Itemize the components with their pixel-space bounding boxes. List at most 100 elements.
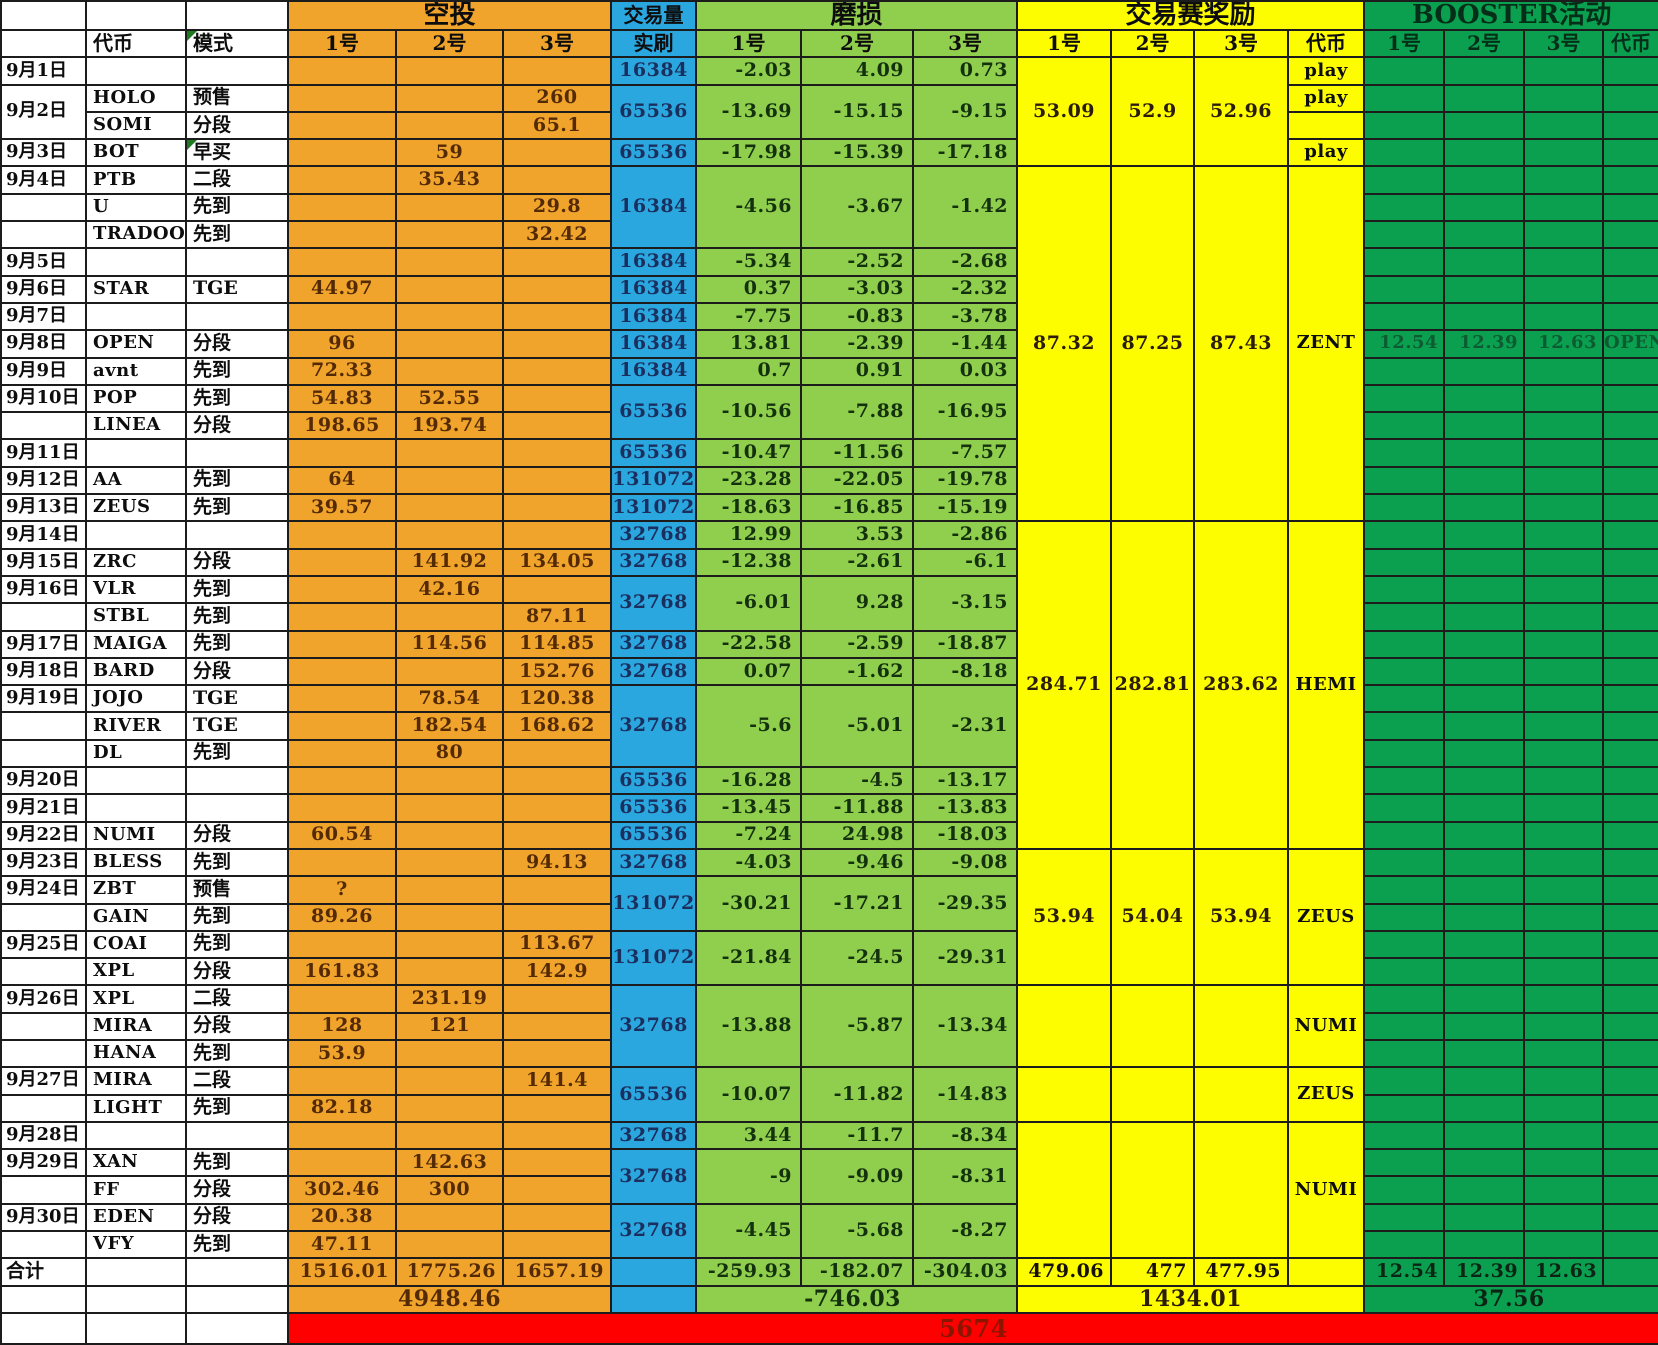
airdrop-acct1-cell[interactable] <box>287 1148 397 1178</box>
airdrop-acct1-cell[interactable] <box>287 110 397 141</box>
booster-acct3-cell[interactable] <box>1523 574 1605 605</box>
booster-token-cell[interactable] <box>1602 766 1658 796</box>
token-cell[interactable]: STBL <box>85 602 187 632</box>
token-cell[interactable]: HANA <box>85 1038 187 1069</box>
airdrop-acct3-cell[interactable]: 29.8 <box>501 192 613 223</box>
volume-cell[interactable]: 65536 <box>610 138 698 168</box>
airdrop-acct3-cell[interactable] <box>501 493 613 523</box>
airdrop-acct2-cell[interactable]: 141.92 <box>395 547 504 577</box>
booster-acct2-cell[interactable] <box>1443 110 1526 141</box>
mode-cell[interactable]: 先到 <box>185 1230 289 1260</box>
airdrop-acct3-cell[interactable] <box>501 274 613 304</box>
booster-token-cell[interactable] <box>1602 56 1658 86</box>
wear-acct1-cell[interactable]: -30.21 <box>695 875 803 932</box>
booster-acct1-cell[interactable] <box>1363 766 1446 796</box>
token-cell[interactable]: XPL <box>85 984 187 1014</box>
booster-token-cell[interactable] <box>1602 83 1658 113</box>
token-cell[interactable]: ZEUS <box>85 493 187 523</box>
booster-acct1-cell[interactable] <box>1363 1175 1446 1205</box>
token-cell[interactable]: RIVER <box>85 711 187 741</box>
wear-acct2-cell[interactable]: -5.68 <box>800 1202 915 1260</box>
airdrop-total-acct3[interactable]: 1657.19 <box>501 1257 613 1288</box>
airdrop-acct2-cell[interactable] <box>395 957 504 987</box>
booster-acct3-cell[interactable] <box>1523 465 1605 496</box>
airdrop-acct3-cell[interactable] <box>501 356 613 386</box>
booster-acct3-cell[interactable] <box>1523 711 1605 741</box>
mode-cell[interactable]: 分段 <box>185 1202 289 1233</box>
airdrop-acct1-cell[interactable] <box>287 301 397 332</box>
date-cell[interactable]: 9月15日 <box>0 547 87 577</box>
token-cell[interactable]: MAIGA <box>85 629 187 659</box>
airdrop-acct1-cell[interactable] <box>287 165 397 195</box>
date-cell[interactable]: 9月7日 <box>0 301 87 332</box>
token-cell[interactable]: LINEA <box>85 411 187 441</box>
reward-token-cell[interactable]: play <box>1287 83 1366 113</box>
airdrop-acct3-cell[interactable] <box>501 247 613 277</box>
reward-acct1-cell[interactable]: 53.94 <box>1016 847 1113 987</box>
wear-acct3-cell[interactable]: 0.03 <box>912 356 1019 386</box>
airdrop-acct2-cell[interactable] <box>395 1202 504 1233</box>
airdrop-acct1-cell[interactable] <box>287 220 397 250</box>
mode-col-header[interactable]: 模式 <box>185 29 289 59</box>
wear-acct1-cell[interactable]: 0.07 <box>695 656 803 687</box>
grand-total-cell[interactable]: 5674 <box>286 1312 1658 1345</box>
airdrop-acct2-cell[interactable] <box>395 820 504 850</box>
mode-cell[interactable]: 先到 <box>185 929 289 960</box>
booster-acct1-cell[interactable] <box>1363 493 1446 523</box>
booster-token-cell[interactable] <box>1602 929 1658 960</box>
booster-token-cell[interactable] <box>1602 902 1658 932</box>
wear-total-acct3[interactable]: -304.03 <box>912 1257 1019 1288</box>
booster-acct3-cell[interactable] <box>1523 820 1605 850</box>
grand-mode-spacer[interactable] <box>185 1312 289 1345</box>
airdrop-acct2-cell[interactable] <box>395 602 504 632</box>
airdrop-acct3-cell[interactable] <box>501 1175 613 1205</box>
token-cell[interactable]: FF <box>85 1175 187 1205</box>
airdrop-acct1-cell[interactable] <box>287 438 397 468</box>
airdrop-acct2-cell[interactable] <box>395 847 504 878</box>
airdrop-acct1-cell[interactable] <box>287 247 397 277</box>
airdrop-acct3-cell[interactable] <box>501 411 613 441</box>
token-cell[interactable] <box>85 520 187 550</box>
booster-acct2-cell[interactable] <box>1443 1066 1526 1096</box>
volume-cell[interactable]: 65536 <box>610 820 698 850</box>
token-cell[interactable]: LIGHT <box>85 1093 187 1123</box>
airdrop-acct1-cell[interactable] <box>287 56 397 86</box>
mode-cell[interactable]: 先到 <box>185 629 289 659</box>
token-cell[interactable] <box>85 56 187 86</box>
airdrop-acct1-cell[interactable]: 20.38 <box>287 1202 397 1233</box>
wear-acct3-cell[interactable]: -2.32 <box>912 274 1019 304</box>
token-cell[interactable]: POP <box>85 383 187 414</box>
volume-cell[interactable]: 32768 <box>610 847 698 878</box>
date-cell[interactable]: 9月18日 <box>0 656 87 687</box>
wear-acct1-cell[interactable]: 12.99 <box>695 520 803 550</box>
wear-acct1-cell[interactable]: -10.56 <box>695 383 803 441</box>
booster-acct2-cell[interactable] <box>1443 1093 1526 1123</box>
date-cell[interactable]: 9月20日 <box>0 766 87 796</box>
date-cell[interactable]: 9月11日 <box>0 438 87 468</box>
volume-cell[interactable]: 16384 <box>610 56 698 86</box>
booster-acct2-cell[interactable] <box>1443 957 1526 987</box>
airdrop-acct3-cell[interactable]: 114.85 <box>501 629 613 659</box>
volume-sum-spacer[interactable] <box>610 1285 698 1315</box>
reward-acct1-cell[interactable]: 284.71 <box>1016 520 1113 850</box>
reward-token-cell[interactable]: HEMI <box>1287 520 1366 850</box>
airdrop-acct3-cell[interactable] <box>501 902 613 932</box>
reward-acct3-cell[interactable]: 87.43 <box>1193 165 1290 523</box>
date-cell[interactable]: 9月22日 <box>0 820 87 850</box>
airdrop-acct2-cell[interactable] <box>395 1066 504 1096</box>
wear-acct2-cell[interactable]: 4.09 <box>800 56 915 86</box>
token-header-spacer[interactable] <box>85 0 187 32</box>
booster-acct1-cell[interactable] <box>1363 1120 1446 1151</box>
booster-token-cell[interactable] <box>1602 192 1658 223</box>
date-cell[interactable]: 9月21日 <box>0 793 87 823</box>
token-cell[interactable]: VLR <box>85 574 187 605</box>
volume-cell[interactable]: 16384 <box>610 356 698 386</box>
mode-cell[interactable]: 先到 <box>185 902 289 932</box>
wear-acct3-cell[interactable]: -3.15 <box>912 574 1019 632</box>
booster-acct3-cell[interactable] <box>1523 83 1605 113</box>
date-cell[interactable]: 9月12日 <box>0 465 87 496</box>
airdrop-acct2-cell[interactable] <box>395 56 504 86</box>
reward-acct3-cell[interactable]: 283.62 <box>1193 520 1290 850</box>
date-cell[interactable]: 9月25日 <box>0 929 87 960</box>
token-cell[interactable]: BOT <box>85 138 187 168</box>
